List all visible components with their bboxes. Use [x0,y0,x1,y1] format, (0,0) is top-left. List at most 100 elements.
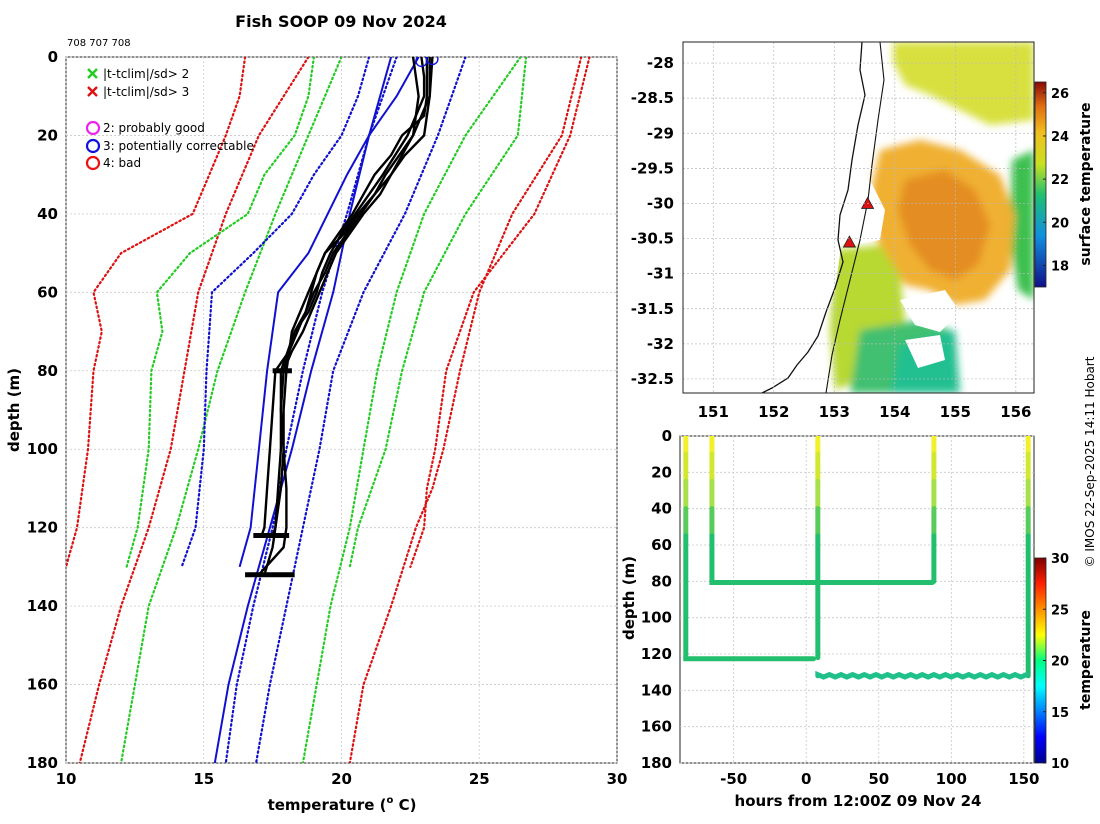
timeseries-y-tick: 180 [641,754,672,772]
timeseries-colorbar-tick: 25 [1051,603,1069,618]
map-colorbar-tick: 24 [1051,130,1069,145]
profile-series-profile-5 [263,57,420,576]
timeseries-y-tick: 0 [662,427,672,445]
timeseries-x-tick: 100 [936,770,967,788]
profile-x-tick: 30 [607,770,628,788]
profile-x-tick: 20 [331,770,352,788]
sst-map: 151 152 153 154 155 156 -28 -28.5 -29 -29.5 -30 -30… [631,41,1094,421]
profile-series-clim-2sd-warm-b [301,57,522,763]
timeseries-x-tick: 150 [1008,770,1039,788]
drop-site-triangle [860,196,875,209]
profile-series-clim-mean-b [224,57,398,763]
profile-x-tick: 15 [193,770,214,788]
map-x-tick: 156 [1000,403,1031,421]
map-y-tick: -29.5 [631,159,674,177]
timeseries-plot-area [679,435,1035,764]
land-mask [683,42,862,393]
map-colorbar-tick: 26 [1051,87,1069,102]
timeseries-y-tick: 80 [651,572,672,590]
timeseries-y-tick: 100 [641,609,672,627]
profile-series-clim-mean-c [255,57,467,763]
profile-y-tick: 60 [37,283,58,301]
timeseries-colorbar-tick: 30 [1051,552,1069,567]
figure-title: Fish SOOP 09 Nov 2024 [235,12,447,31]
cloud-mask-4 [905,335,945,368]
ids-label: 708 707 708 [67,38,131,49]
profile-series-clim-3sd-warm-b [348,57,583,763]
coastline [761,42,866,393]
profile-series-clim-2sd-cold-b [119,57,343,763]
profile-series-profile-4 [282,57,434,372]
profile-bottom-hit [245,572,295,578]
profile-series-clim-blue-solid-b [213,57,393,763]
legend-label: |t-tclim|/sd> 2 [103,67,189,81]
map-x-tick: 155 [940,403,971,421]
profile-y-axis-label: depth (m) [5,368,23,452]
profile-series-clim-mean-a [180,57,371,569]
timeseries-x-tick: -50 [720,770,747,788]
profile-series-clim-2sd-cold-a [125,57,315,569]
profile-series-clim-3sd-cold-a [66,57,247,569]
map-y-tick: -31.5 [631,300,674,318]
profile-y-tick: 160 [27,676,58,694]
profile-x-tick: 10 [56,770,77,788]
legend-label: |t-tclim|/sd> 3 [103,85,189,99]
map-colorbar [1034,81,1047,288]
profile-series-clim-3sd-cold-b [78,57,310,763]
timeseries-bottom-track [815,670,1030,680]
imos-credit: © IMOS 22-Sep-2025 14:11 Hobart [1083,356,1097,567]
drop-site-triangle [842,235,857,248]
timeseries-x-axis-label: hours from 12:00Z 09 Nov 24 [735,792,982,810]
timeseries-bottom-track [683,655,816,662]
profile-x-tick: 25 [469,770,490,788]
map-x-tick: 151 [698,403,729,421]
timeseries-y-tick: 60 [651,536,672,554]
map-x-tick: 153 [819,403,850,421]
timeseries-y-tick: 20 [651,463,672,481]
profile-series-clim-blue-solid-a [238,57,420,568]
legend-x-marker [87,68,98,79]
timeseries-colorbar-label: temperature [1078,610,1094,710]
profile-ticks: 10 15 20 25 30 0 20 40 60 80 100 120 140 160 180 [27,48,628,788]
timeseries-ticks: -50 0 50 100 150 0 20 40 60 80 100 120 140 160 180 [641,427,1040,788]
timeseries-bottom-track [709,578,935,585]
profile-y-tick: 120 [27,519,58,537]
profile-x-axis-label: temperature (o C) [268,795,417,814]
map-y-tick: -32 [647,335,674,353]
profile-y-tick: 20 [37,126,58,144]
map-plot-area [682,41,1035,394]
sst-patch-core [898,170,990,280]
profile-series-clim-3sd-warm-a [409,57,591,569]
map-y-tick: -32.5 [631,370,674,388]
legend-o-marker [85,120,101,136]
profile-bottom-hit [272,368,292,374]
timeseries-y-tick: 40 [651,500,672,518]
profile-grid [65,56,618,764]
map-grid [683,42,1034,393]
cloud-mask-1 [835,180,885,245]
timeseries-x-tick: 50 [868,770,889,788]
map-colorbar-tick: 18 [1051,259,1069,274]
map-colorbar-tick: 20 [1051,216,1069,231]
cloud-mask-2 [900,290,960,332]
map-colorbar-label: surface temperature [1078,102,1094,265]
timeseries-y-tick: 120 [641,645,672,663]
sst-field [683,42,1034,393]
timeseries-colorbar-tick: 15 [1051,706,1069,721]
profile-series [66,57,591,763]
map-ticks: 151 152 153 154 155 156 -28 -28.5 -29 -29.5 -30 -30… [631,54,1032,421]
timeseries-series [683,436,1031,680]
map-colorbar-ticks: 26 24 22 20 18 [1043,87,1069,274]
legend-label: 4: bad [103,156,141,170]
timeseries-x-tick: 0 [801,770,811,788]
profile-chart: 10 15 20 25 30 0 20 40 60 80 100 120 140 160 180 |t-tc… [5,48,627,814]
profile-flag-marker [426,57,439,66]
map-y-tick: -31 [647,265,674,283]
profile-bottom-hit [253,533,290,539]
legend-label: 2: probably good [103,121,205,135]
map-colorbar-tick: 22 [1051,173,1069,188]
profile-legend: |t-tclim|/sd> 2 |t-tclim|/sd> 3 2: probabl… [85,67,254,171]
map-y-tick: -29 [647,124,674,142]
timeseries-colorbar-tick: 20 [1051,655,1069,670]
timeseries-y-axis-label: depth (m) [620,556,638,640]
